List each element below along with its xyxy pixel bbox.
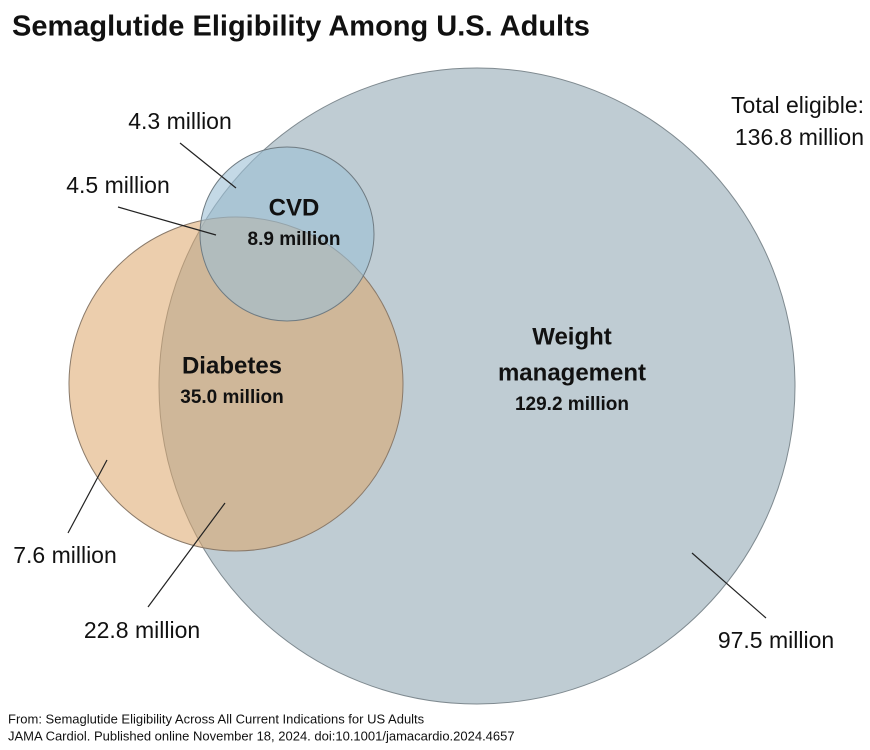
- leader-line: [67, 459, 108, 534]
- source-line: From: Semaglutide Eligibility Across All…: [8, 711, 425, 726]
- region-label: 97.5 million: [718, 627, 834, 653]
- region-label: 7.6 million: [13, 542, 117, 568]
- set-total: 129.2 million: [515, 394, 629, 415]
- set-total: 8.9 million: [248, 229, 341, 250]
- leader-line: [179, 142, 237, 189]
- title: Semaglutide Eligibility Among U.S. Adult…: [12, 11, 590, 43]
- region-label: 22.8 million: [84, 617, 200, 643]
- cvd-circle: [199, 146, 375, 322]
- region-label: 4.3 million: [128, 108, 232, 134]
- source-line: JAMA Cardiol. Published online November …: [8, 728, 515, 743]
- region-label: 4.5 million: [66, 172, 170, 198]
- set-name: management: [498, 359, 646, 386]
- set-name: Weight: [532, 323, 612, 350]
- leader-line: [691, 552, 767, 619]
- total-value: 136.8 million: [735, 124, 864, 150]
- total-label: Total eligible:: [731, 92, 864, 118]
- leader-line: [117, 206, 217, 236]
- set-total: 35.0 million: [180, 387, 283, 408]
- set-name: Diabetes: [182, 352, 282, 379]
- set-name: CVD: [269, 194, 320, 221]
- leader-line: [147, 502, 226, 608]
